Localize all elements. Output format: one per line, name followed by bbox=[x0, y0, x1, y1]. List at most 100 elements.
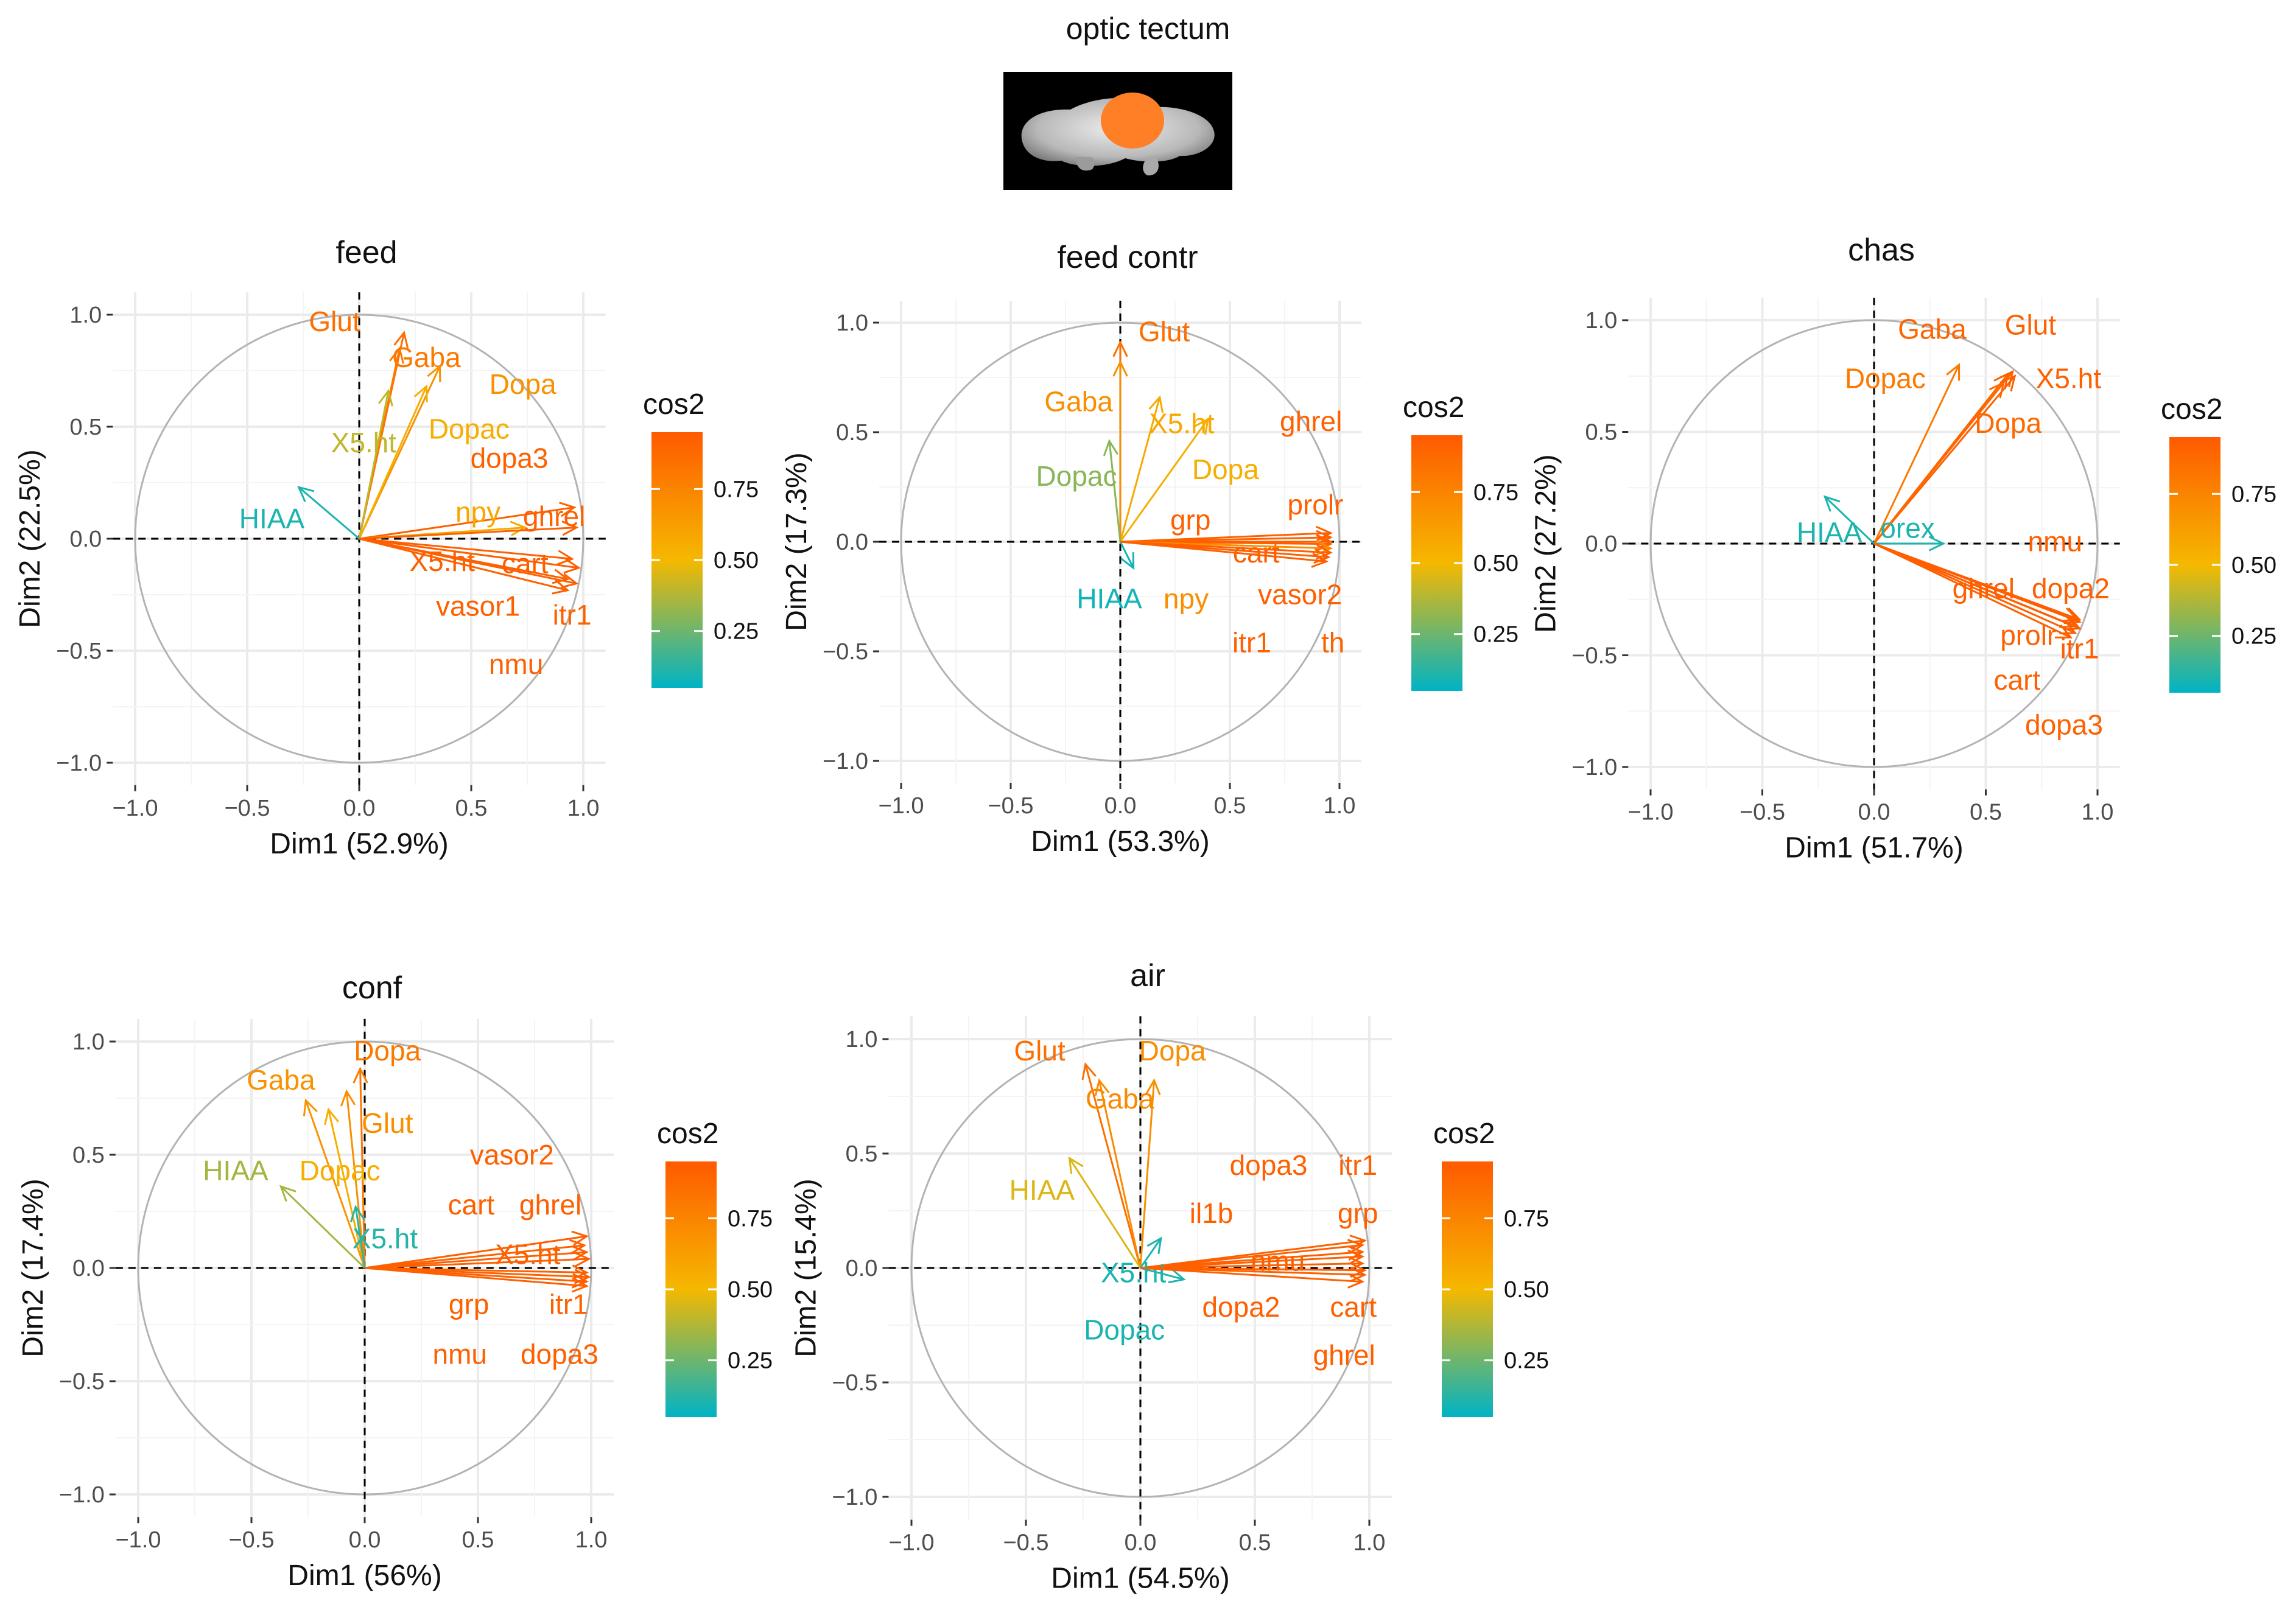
vector-label: npy bbox=[455, 496, 500, 528]
vector-arrowhead bbox=[413, 384, 428, 402]
y-tick-label: −1.0 bbox=[1571, 755, 1617, 780]
legend-title: cos2 bbox=[2161, 393, 2222, 426]
vector-arrowhead bbox=[1146, 1236, 1162, 1255]
legend-title: cos2 bbox=[657, 1118, 718, 1150]
vector-arrowhead bbox=[1928, 536, 1946, 552]
vector-arrowhead bbox=[2063, 616, 2082, 631]
vector-arrowhead bbox=[1316, 534, 1333, 550]
vector-grp bbox=[1140, 1255, 1363, 1269]
vector-label: Dopa bbox=[354, 1035, 421, 1066]
vector-arrowhead bbox=[1989, 381, 2006, 399]
vector-label: prolr bbox=[2000, 619, 2056, 651]
vector-arrowhead bbox=[561, 573, 579, 589]
chart-title: feed contr bbox=[1057, 240, 1198, 275]
vector-label: X5.ht bbox=[1149, 408, 1215, 440]
legend-title: cos2 bbox=[1403, 391, 1464, 424]
y-tick-label: −0.5 bbox=[823, 639, 868, 665]
x-tick-label: −0.5 bbox=[1003, 1530, 1048, 1556]
vector-arrowhead bbox=[1999, 374, 2017, 392]
x-tick-label: −0.5 bbox=[1740, 800, 1785, 825]
vector-label: Dopac bbox=[1084, 1314, 1165, 1346]
y-axis-label: Dim2 (17.3%) bbox=[781, 452, 813, 631]
vector-arrowhead bbox=[2059, 620, 2077, 635]
correlation-circle bbox=[134, 313, 585, 764]
y-tick-label: 0.5 bbox=[1585, 420, 1617, 446]
x-tick-label: 0.5 bbox=[1970, 800, 2002, 825]
vector-arrowhead bbox=[1347, 1239, 1365, 1255]
y-tick-label: 0.0 bbox=[72, 1256, 105, 1281]
vector-label: Glut bbox=[362, 1107, 413, 1139]
x-axis-label: Dim1 (51.7%) bbox=[1785, 832, 1963, 864]
vector-arrowhead bbox=[340, 1089, 356, 1107]
vector-label: ghrel bbox=[1313, 1339, 1375, 1371]
vector-X5.ht bbox=[1139, 1238, 1162, 1269]
vector-label: Gaba bbox=[392, 341, 461, 373]
legend-tick-label: 0.50 bbox=[2231, 553, 2277, 578]
vector-arrowhead bbox=[561, 520, 579, 536]
vector-label: dopa3 bbox=[1230, 1149, 1308, 1181]
vector-arrowhead bbox=[303, 1098, 318, 1116]
x-tick-label: 1.0 bbox=[575, 1527, 608, 1553]
vector-X5.ht bbox=[354, 1206, 366, 1269]
y-tick-label: 1.0 bbox=[846, 1027, 878, 1052]
x-tick-label: 1.0 bbox=[1353, 1530, 1386, 1556]
vector-label: ghrel bbox=[1280, 405, 1342, 437]
vector-label: il1b bbox=[1190, 1197, 1234, 1229]
vector-Dopac bbox=[358, 386, 427, 539]
vector-HIAA bbox=[1824, 496, 1875, 545]
vector-nmu bbox=[359, 538, 568, 592]
legend-tick-label: 0.75 bbox=[1504, 1206, 1549, 1231]
vector-label: itr1 bbox=[549, 1289, 588, 1320]
vector-label: Gaba bbox=[1086, 1083, 1154, 1115]
vector-HIAA bbox=[298, 486, 360, 540]
vector-label: X5.ht bbox=[353, 1223, 418, 1255]
x-tick-label: −1.0 bbox=[115, 1527, 161, 1553]
vector-Glut bbox=[345, 1091, 366, 1269]
legend-title: cos2 bbox=[643, 388, 704, 421]
y-tick-label: 0.0 bbox=[836, 530, 868, 555]
x-tick-label: 1.0 bbox=[1324, 793, 1356, 819]
vector-label: dopa3 bbox=[471, 443, 549, 474]
vector-X5.ht bbox=[359, 538, 572, 560]
x-tick-label: −1.0 bbox=[112, 796, 158, 821]
vector-label: vasor2 bbox=[1258, 578, 1342, 610]
x-tick-label: −1.0 bbox=[1627, 800, 1673, 825]
vector-arrowhead bbox=[1120, 552, 1135, 570]
vector-th bbox=[1120, 541, 1329, 558]
vector-label: dopa2 bbox=[2032, 572, 2110, 604]
x-tick-label: −1.0 bbox=[878, 793, 924, 819]
legend-tick-label: 0.75 bbox=[728, 1206, 773, 1231]
vector-arrowhead bbox=[559, 502, 577, 517]
vector-X5.ht bbox=[358, 390, 390, 539]
chart-title: air bbox=[1130, 958, 1165, 993]
legend-tick-label: 0.50 bbox=[728, 1277, 773, 1303]
optic-tectum-highlight bbox=[1101, 93, 1164, 149]
vector-label: itr1 bbox=[1338, 1149, 1377, 1181]
vector-label: Dopac bbox=[1036, 460, 1117, 492]
y-axis-label: Dim2 (27.2%) bbox=[1529, 454, 1562, 632]
vector-label: HIAA bbox=[1797, 517, 1862, 548]
vector-Dopac bbox=[1108, 441, 1122, 542]
x-tick-label: 1.0 bbox=[2082, 800, 2114, 825]
vector-arrowhead bbox=[1350, 1266, 1367, 1283]
legend-tick-label: 0.25 bbox=[1473, 622, 1518, 648]
vector-cart bbox=[1140, 1267, 1365, 1276]
vector-X5.ht bbox=[1119, 397, 1161, 542]
vector-cart bbox=[364, 1244, 585, 1269]
vector-arrowhead bbox=[510, 520, 527, 536]
vector-Dopa bbox=[1139, 1080, 1156, 1269]
y-tick-label: 0.0 bbox=[1585, 531, 1617, 557]
vector-arrowhead bbox=[1313, 548, 1331, 564]
legend-tick-label: 0.50 bbox=[1473, 551, 1518, 576]
legend-tick-label: 0.75 bbox=[714, 477, 759, 502]
vector-dopa3 bbox=[364, 1267, 587, 1287]
vector-arrowhead bbox=[1094, 1078, 1110, 1096]
vector-label: orex bbox=[1880, 512, 1934, 544]
vector-arrowhead bbox=[1145, 1078, 1161, 1096]
vector-ghrel bbox=[364, 1251, 587, 1269]
vector-label: HIAA bbox=[1076, 583, 1142, 615]
vector-label: vasor1 bbox=[436, 590, 520, 622]
x-tick-label: 0.0 bbox=[1104, 793, 1137, 819]
y-tick-label: 1.0 bbox=[72, 1029, 105, 1055]
figure-title: optic tectum bbox=[1065, 12, 1231, 46]
